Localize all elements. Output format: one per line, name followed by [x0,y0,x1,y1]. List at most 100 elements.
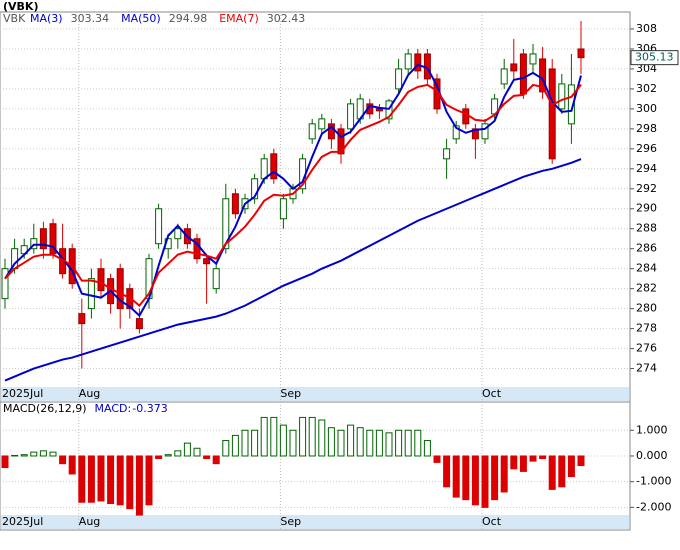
y-tick-label: 296 [636,142,657,155]
y-tick-label: 284 [636,262,657,275]
y-tick-label: 276 [636,342,657,355]
candle-body [1,268,9,300]
candle-body [395,68,403,90]
legend-value: 294.98 [169,12,208,25]
macd-bar [366,429,374,457]
candle-body [97,268,105,292]
macd-bar [548,455,556,490]
candle-body [529,53,537,65]
candle-body [308,123,316,140]
macd-bar [558,455,566,488]
macd-bar [107,455,115,505]
y-tick-label: 286 [636,242,657,255]
candle-body [39,228,47,250]
y-tick-label: 290 [636,202,657,215]
x-tick-label: Sep [280,515,301,528]
candle-body [318,118,326,130]
macd-bar [404,429,412,457]
macd-bar [155,455,163,460]
candle-body [337,128,345,155]
chart-title: (VBK) [3,0,38,13]
legend-name: MA(50) [121,12,161,25]
macd-bar [481,455,489,508]
x-tick-label: Aug [79,515,100,528]
macd-bar [193,447,201,457]
candle-body [577,48,585,59]
macd-bar [222,440,230,457]
y-tick-label: -2.000 [636,500,671,513]
y-tick-label: 308 [636,22,657,35]
candle-body [231,193,239,215]
macd-bar [174,450,182,457]
indicator-line [4,158,582,382]
candle-body [539,58,547,93]
macd-bar [385,432,393,457]
y-tick-label: 304 [636,62,657,75]
macd-bar [260,416,268,457]
candle-body [567,84,575,125]
macd-bar [510,455,518,470]
macd-bar [539,455,547,460]
x-tick-label: 2025Jul [2,387,43,400]
y-tick-label: 274 [636,362,657,375]
macd-bar [500,455,508,493]
y-tick-label: -1.000 [636,475,671,488]
candle-body [174,228,182,240]
macd-bar [135,455,143,516]
legend-value: -0.373 [132,402,167,415]
macd-bar [20,454,28,457]
macd-bar [308,416,316,457]
macd-bar [577,455,585,467]
x-tick-label: 2025Jul [2,515,43,528]
candle-body [135,318,143,330]
candle-body [510,63,518,72]
date-band [1,515,629,529]
candle-body [116,268,124,310]
macd-bar [529,455,537,462]
legend-symbol: VBK [3,12,26,25]
macd-bar [1,455,9,469]
macd-bar [59,455,67,465]
candle-body [222,198,230,250]
candle-body [558,83,566,110]
macd-bar [433,455,441,463]
macd-bar [462,455,470,501]
candle-body [404,53,412,70]
panel-frame [0,401,631,531]
macd-bar [443,455,451,488]
macd-bar [39,450,47,457]
macd-bar [347,424,355,457]
y-tick-label: 288 [636,222,657,235]
candle-body [270,153,278,180]
macd-bar [11,454,19,457]
legend-name: EMA(7) [219,12,259,25]
candle-body [375,108,383,112]
indicator-line [4,63,582,318]
candle-body [279,198,287,220]
last-price: 305.13 [635,51,674,64]
x-tick-label: Aug [79,387,100,400]
candle-body [260,158,268,180]
macd-bar [471,455,479,506]
candle-body [155,208,163,245]
macd-bar [49,451,57,457]
macd-bar [519,455,527,472]
candle-body [548,68,556,160]
candle-body [443,148,451,160]
legend-value: 303.34 [71,12,110,25]
macd-bar [203,455,211,460]
y-tick-label: 298 [636,122,657,135]
candle-body [251,178,259,200]
y-tick-label: 1.000 [636,423,668,436]
candle-body [347,103,355,130]
macd-bar [423,440,431,457]
y-tick-label: 282 [636,282,657,295]
panel-title: MACD(26,12,9) [3,402,87,415]
macd-bar [145,455,153,506]
last-price-box [630,50,679,66]
y-tick-label: 278 [636,322,657,335]
macd-bar [337,429,345,457]
macd-bar [375,429,383,457]
candle-body [452,125,460,140]
macd-bar [126,455,134,510]
